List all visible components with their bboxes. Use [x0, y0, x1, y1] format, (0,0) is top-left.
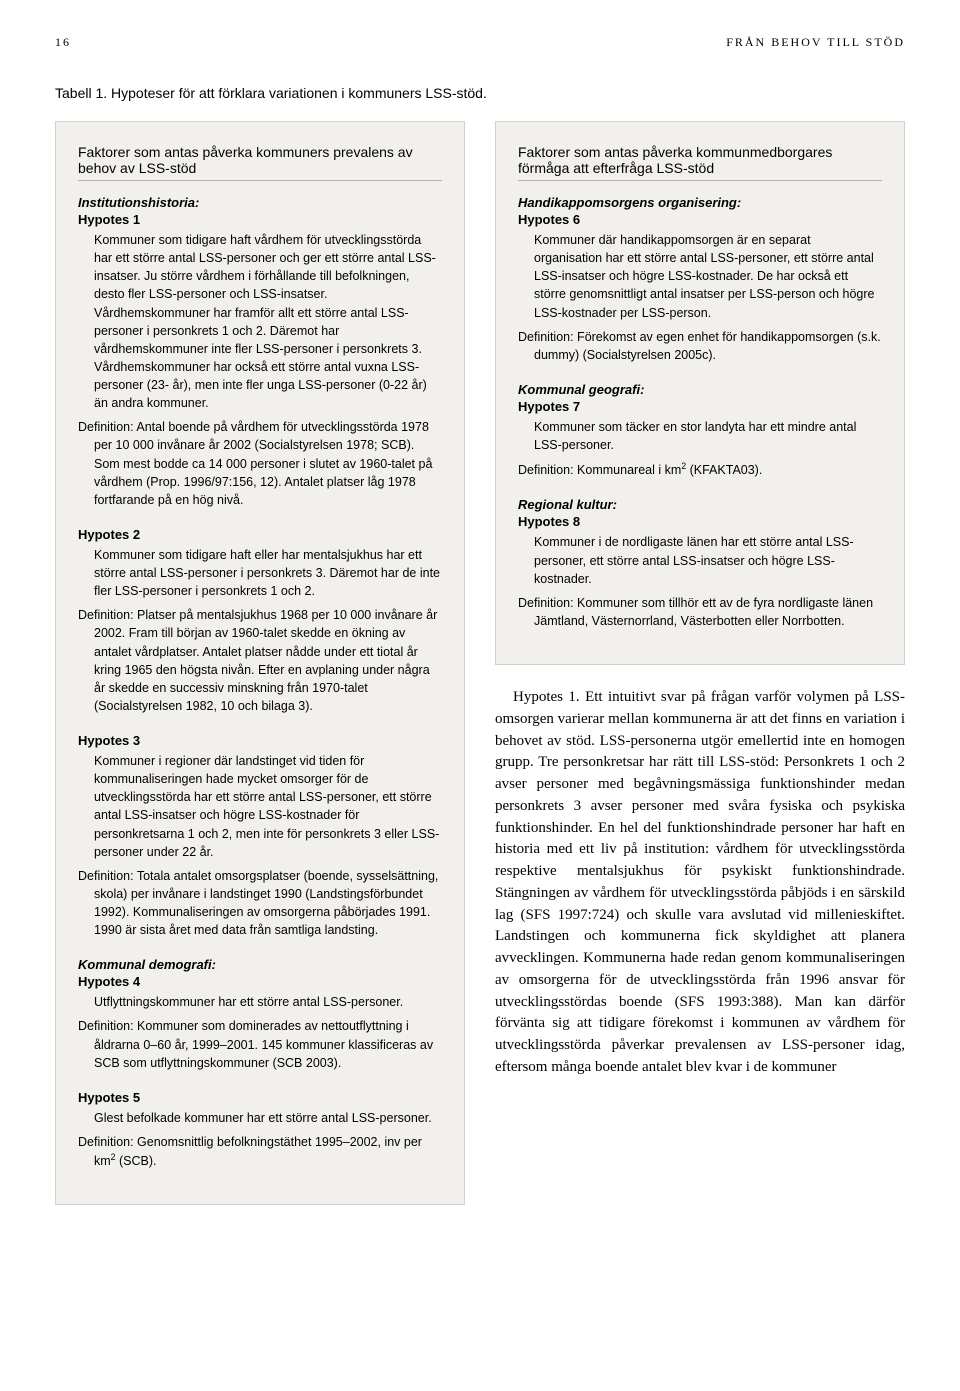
table-caption: Tabell 1. Hypoteser för att förklara var…	[55, 85, 905, 101]
h7-def-suffix: (KFAKTA03).	[686, 463, 762, 477]
hypotes-7-body: Kommuner som täcker en stor landyta har …	[534, 418, 882, 454]
hypotes-5-definition: Definition: Genomsnittlig befolkningstät…	[78, 1133, 442, 1170]
hypotes-6-label: Hypotes 6	[518, 212, 882, 227]
hypotes-5-body: Glest befolkade kommuner har ett större …	[94, 1109, 442, 1127]
body-paragraph-text: Hypotes 1. Ett intuitivt svar på frågan …	[495, 687, 905, 1079]
table-box-left: Faktorer som antas påverka kommuners pre…	[55, 121, 465, 1205]
running-title: FRÅN BEHOV TILL STÖD	[726, 35, 905, 50]
right-factor-heading: Faktorer som antas påverka kommunmedborg…	[518, 144, 882, 181]
right-column: Faktorer som antas påverka kommunmedborg…	[495, 121, 905, 1205]
content-columns: Faktorer som antas påverka kommuners pre…	[55, 121, 905, 1205]
page-number: 16	[55, 35, 71, 50]
section-kommunal-demografi: Kommunal demografi:	[78, 957, 442, 972]
section-regional-kultur: Regional kultur:	[518, 497, 882, 512]
hypotes-8-label: Hypotes 8	[518, 514, 882, 529]
h5-def-suffix: (SCB).	[116, 1154, 157, 1168]
hypotes-8-definition: Definition: Kommuner som tillhör ett av …	[518, 594, 882, 630]
section-institutionshistoria: Institutionshistoria:	[78, 195, 442, 210]
hypotes-2-definition: Definition: Platser på mentalsjukhus 196…	[78, 606, 442, 715]
hypotes-4-body: Utflyttningskommuner har ett större anta…	[94, 993, 442, 1011]
hypotes-3-body: Kommuner i regioner där landstinget vid …	[94, 752, 442, 861]
hypotes-7-definition: Definition: Kommunareal i km2 (KFAKTA03)…	[518, 460, 882, 479]
hypotes-2-body: Kommuner som tidigare haft eller har men…	[94, 546, 442, 600]
table-box-right: Faktorer som antas påverka kommunmedborg…	[495, 121, 905, 665]
hypotes-1-body: Kommuner som tidigare haft vårdhem för u…	[94, 231, 442, 412]
page-header: 16 FRÅN BEHOV TILL STÖD	[55, 35, 905, 50]
hypotes-4-definition: Definition: Kommuner som dominerades av …	[78, 1017, 442, 1071]
hypotes-7-label: Hypotes 7	[518, 399, 882, 414]
hypotes-6-body: Kommuner där handikappomsorgen är en sep…	[534, 231, 882, 322]
h7-def-prefix: Definition: Kommunareal i km	[518, 463, 681, 477]
hypotes-3-label: Hypotes 3	[78, 733, 442, 748]
section-kommunal-geografi: Kommunal geografi:	[518, 382, 882, 397]
hypotes-1-definition: Definition: Antal boende på vårdhem för …	[78, 418, 442, 509]
left-column: Faktorer som antas påverka kommuners pre…	[55, 121, 465, 1205]
body-paragraph: Hypotes 1. Ett intuitivt svar på frågan …	[495, 687, 905, 1079]
section-handikapp-org: Handikappomsorgens organisering:	[518, 195, 882, 210]
left-factor-heading: Faktorer som antas påverka kommuners pre…	[78, 144, 442, 181]
hypotes-1-label: Hypotes 1	[78, 212, 442, 227]
hypotes-4-label: Hypotes 4	[78, 974, 442, 989]
hypotes-2-label: Hypotes 2	[78, 527, 442, 542]
page: 16 FRÅN BEHOV TILL STÖD Tabell 1. Hypote…	[0, 0, 960, 1245]
hypotes-6-definition: Definition: Förekomst av egen enhet för …	[518, 328, 882, 364]
hypotes-5-label: Hypotes 5	[78, 1090, 442, 1105]
hypotes-3-definition: Definition: Totala antalet omsorgsplatse…	[78, 867, 442, 940]
hypotes-8-body: Kommuner i de nordligaste länen har ett …	[534, 533, 882, 587]
